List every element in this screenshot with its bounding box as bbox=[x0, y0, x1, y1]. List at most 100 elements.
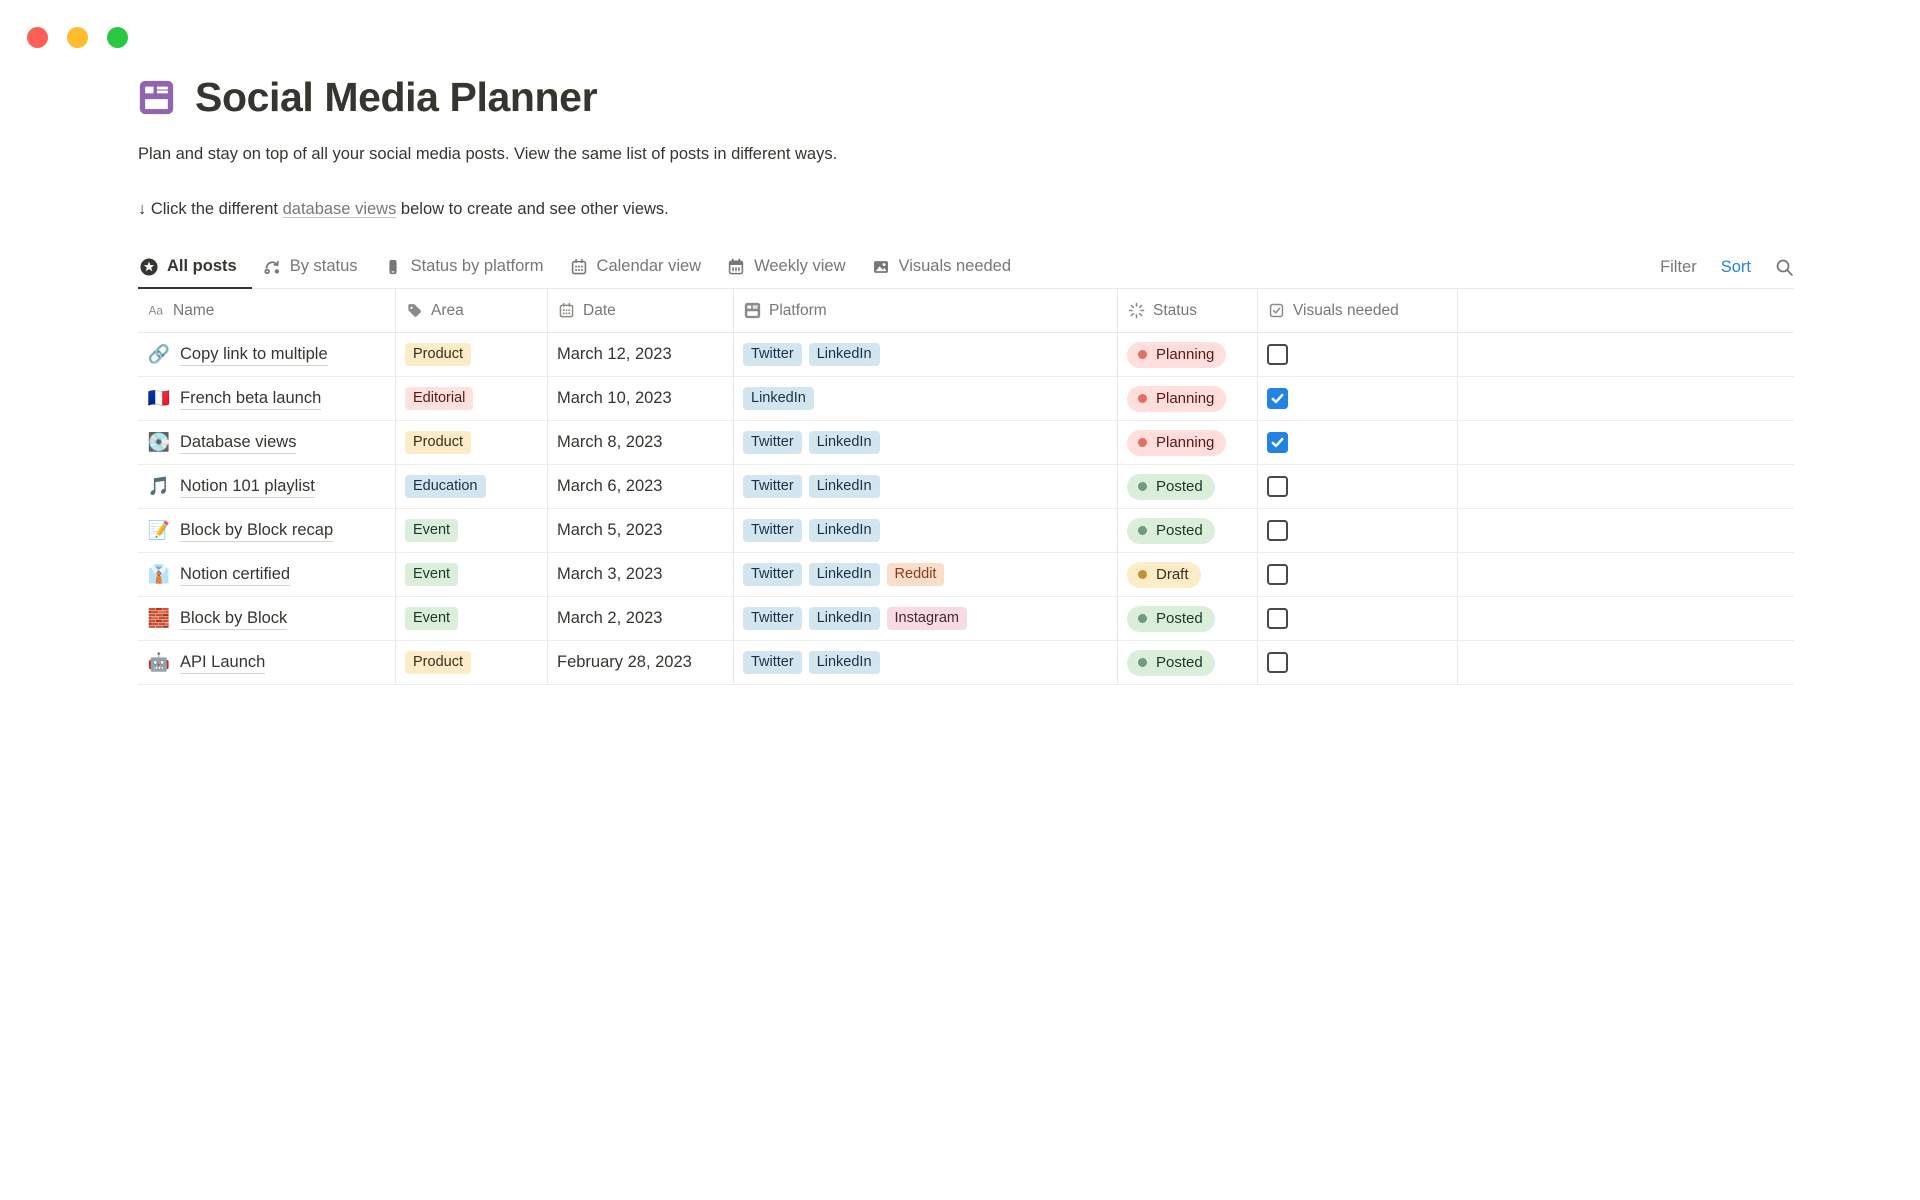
status-cell[interactable]: Planning bbox=[1118, 377, 1258, 420]
tab-calendar-view[interactable]: Calendar view bbox=[568, 246, 717, 289]
row-name-link[interactable]: Notion 101 playlist bbox=[180, 476, 315, 498]
zoom-button[interactable] bbox=[107, 27, 128, 48]
visuals-cell[interactable] bbox=[1258, 597, 1458, 640]
tab-by-status[interactable]: By status bbox=[261, 246, 373, 289]
tab-status-by-platform[interactable]: Status by platform bbox=[382, 246, 559, 289]
row-name-link[interactable]: API Launch bbox=[180, 652, 266, 674]
row-name-link[interactable]: Block by Block bbox=[180, 608, 288, 630]
column-header-status[interactable]: Status bbox=[1118, 289, 1258, 332]
visuals-checkbox[interactable] bbox=[1267, 608, 1288, 629]
area-cell[interactable]: Product bbox=[396, 641, 548, 684]
platform-cell[interactable]: Twitter LinkedIn bbox=[734, 465, 1118, 508]
column-header-visuals-needed[interactable]: Visuals needed bbox=[1258, 289, 1458, 332]
area-cell[interactable]: Editorial bbox=[396, 377, 548, 420]
area-cell[interactable]: Product bbox=[396, 421, 548, 464]
visuals-cell[interactable] bbox=[1258, 641, 1458, 684]
tab-label: Visuals needed bbox=[898, 257, 1012, 275]
name-cell[interactable]: 📝 Block by Block recap bbox=[138, 509, 396, 552]
status-dot bbox=[1138, 394, 1147, 403]
visuals-cell[interactable] bbox=[1258, 421, 1458, 464]
visuals-checkbox[interactable] bbox=[1267, 344, 1288, 365]
name-cell[interactable]: 🤖 API Launch bbox=[138, 641, 396, 684]
date-cell[interactable]: February 28, 2023 bbox=[548, 641, 734, 684]
status-cell[interactable]: Draft bbox=[1118, 553, 1258, 596]
visuals-checkbox[interactable] bbox=[1267, 388, 1288, 409]
area-cell[interactable]: Event bbox=[396, 553, 548, 596]
tab-label: Calendar view bbox=[596, 257, 702, 275]
status-dot bbox=[1138, 526, 1147, 535]
area-cell[interactable]: Education bbox=[396, 465, 548, 508]
date-cell[interactable]: March 12, 2023 bbox=[548, 333, 734, 376]
name-cell[interactable]: 💽 Database views bbox=[138, 421, 396, 464]
platform-cell[interactable]: Twitter LinkedIn Instagram bbox=[734, 597, 1118, 640]
status-cell[interactable]: Planning bbox=[1118, 333, 1258, 376]
platform-cell[interactable]: Twitter LinkedIn bbox=[734, 421, 1118, 464]
row-name-link[interactable]: Copy link to multiple bbox=[180, 344, 328, 366]
visuals-checkbox[interactable] bbox=[1267, 652, 1288, 673]
date-value: March 8, 2023 bbox=[557, 433, 663, 451]
visuals-cell[interactable] bbox=[1258, 377, 1458, 420]
platform-tag: LinkedIn bbox=[808, 343, 880, 366]
date-cell[interactable]: March 8, 2023 bbox=[548, 421, 734, 464]
status-label: Posted bbox=[1156, 654, 1203, 671]
status-cell[interactable]: Posted bbox=[1118, 597, 1258, 640]
name-cell[interactable]: 👔 Notion certified bbox=[138, 553, 396, 596]
column-header-platform[interactable]: Platform bbox=[734, 289, 1118, 332]
calendar-week-icon bbox=[727, 257, 745, 276]
database-views-link[interactable]: database views bbox=[282, 200, 397, 218]
area-cell[interactable]: Product bbox=[396, 333, 548, 376]
platform-cell[interactable]: Twitter LinkedIn bbox=[734, 333, 1118, 376]
search-button[interactable] bbox=[1775, 258, 1794, 277]
row-emoji-icon: 🎵 bbox=[147, 476, 171, 497]
tab-weekly-view[interactable]: Weekly view bbox=[725, 246, 860, 289]
close-button[interactable] bbox=[27, 27, 48, 48]
name-cell[interactable]: 🔗 Copy link to multiple bbox=[138, 333, 396, 376]
status-cell[interactable]: Posted bbox=[1118, 509, 1258, 552]
date-cell[interactable]: March 2, 2023 bbox=[548, 597, 734, 640]
status-cell[interactable]: Planning bbox=[1118, 421, 1258, 464]
tab-visuals-needed[interactable]: Visuals needed bbox=[870, 246, 1027, 289]
platform-cell[interactable]: Twitter LinkedIn bbox=[734, 509, 1118, 552]
visuals-checkbox[interactable] bbox=[1267, 564, 1288, 585]
visuals-checkbox[interactable] bbox=[1267, 520, 1288, 541]
visuals-cell[interactable] bbox=[1258, 333, 1458, 376]
tab-all-posts[interactable]: All posts bbox=[138, 246, 252, 289]
name-cell[interactable]: 🇫🇷 French beta launch bbox=[138, 377, 396, 420]
filter-button[interactable]: Filter bbox=[1660, 257, 1697, 276]
calendar-icon bbox=[558, 302, 575, 319]
row-emoji-icon: 📝 bbox=[147, 520, 171, 541]
row-name-link[interactable]: Database views bbox=[180, 432, 297, 454]
name-cell[interactable]: 🎵 Notion 101 playlist bbox=[138, 465, 396, 508]
column-header-area[interactable]: Area bbox=[396, 289, 548, 332]
date-cell[interactable]: March 6, 2023 bbox=[548, 465, 734, 508]
visuals-cell[interactable] bbox=[1258, 553, 1458, 596]
column-header-name[interactable]: Aa Name bbox=[138, 289, 396, 332]
column-label: Area bbox=[431, 301, 464, 319]
visuals-cell[interactable] bbox=[1258, 509, 1458, 552]
status-cell[interactable]: Posted bbox=[1118, 641, 1258, 684]
area-cell[interactable]: Event bbox=[396, 509, 548, 552]
date-cell[interactable]: March 5, 2023 bbox=[548, 509, 734, 552]
area-cell[interactable]: Event bbox=[396, 597, 548, 640]
visuals-checkbox[interactable] bbox=[1267, 476, 1288, 497]
platform-cell[interactable]: LinkedIn bbox=[734, 377, 1118, 420]
date-cell[interactable]: March 10, 2023 bbox=[548, 377, 734, 420]
platform-tag: Twitter bbox=[743, 343, 802, 366]
platform-cell[interactable]: Twitter LinkedIn bbox=[734, 641, 1118, 684]
sort-button[interactable]: Sort bbox=[1720, 257, 1751, 276]
name-cell[interactable]: 🧱 Block by Block bbox=[138, 597, 396, 640]
row-name-link[interactable]: Notion certified bbox=[180, 564, 291, 586]
row-name-link[interactable]: Block by Block recap bbox=[180, 520, 334, 542]
visuals-cell[interactable] bbox=[1258, 465, 1458, 508]
status-label: Posted bbox=[1156, 610, 1203, 627]
status-cell[interactable]: Posted bbox=[1118, 465, 1258, 508]
minimize-button[interactable] bbox=[67, 27, 88, 48]
row-name-link[interactable]: French beta launch bbox=[180, 388, 322, 410]
date-cell[interactable]: March 3, 2023 bbox=[548, 553, 734, 596]
column-header-date[interactable]: Date bbox=[548, 289, 734, 332]
view-toolbar: All posts By status Status by platform Cale… bbox=[138, 246, 1794, 289]
visuals-checkbox[interactable] bbox=[1267, 432, 1288, 453]
platform-cell[interactable]: Twitter LinkedIn Reddit bbox=[734, 553, 1118, 596]
page-description: Plan and stay on top of all your social … bbox=[138, 145, 838, 163]
